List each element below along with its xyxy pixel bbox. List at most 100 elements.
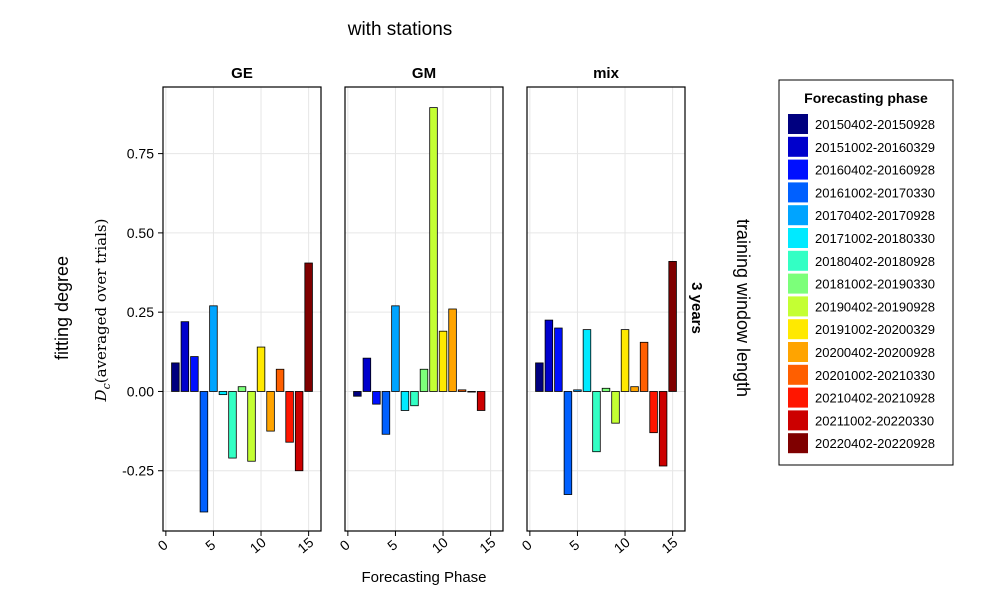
bar-mix-10 bbox=[620, 329, 630, 392]
bar-gm-11 bbox=[448, 308, 457, 392]
bar-gm-4 bbox=[381, 391, 391, 435]
x-tick-label: 0 bbox=[337, 536, 353, 553]
panel-gm: GM 0 5 10 15 bbox=[337, 65, 504, 556]
panel-frame bbox=[344, 86, 504, 532]
legend-entry-label: 20180402-20180928 bbox=[815, 254, 935, 269]
bar-ge-5 bbox=[209, 305, 218, 392]
legend: Forecasting phase 20150402-20150928 201510… bbox=[778, 79, 954, 466]
bar-ge-3 bbox=[190, 356, 199, 392]
legend-swatch bbox=[788, 136, 808, 157]
x-tick-label: 5 bbox=[566, 536, 582, 553]
bar-mix-3 bbox=[554, 327, 563, 392]
panel-title: mix bbox=[593, 65, 620, 82]
legend-entry-label: 20170402-20170928 bbox=[815, 208, 935, 223]
legend-entry-label: 20160402-20160928 bbox=[815, 163, 935, 178]
bar-ge-10 bbox=[256, 346, 266, 392]
legend-swatch bbox=[788, 250, 808, 271]
x-axis-label: Forecasting Phase bbox=[361, 569, 486, 586]
bar-mix-13 bbox=[649, 391, 658, 434]
legend-entry-label: 20171002-20180330 bbox=[815, 231, 935, 246]
bar-ge-9 bbox=[247, 391, 256, 462]
x-tick-label: 15 bbox=[658, 534, 680, 556]
bar-ge-15 bbox=[304, 262, 313, 392]
y-tick-label: 0.50 bbox=[127, 225, 154, 241]
y-axis-label-outer: fitting degree bbox=[52, 256, 72, 360]
bar-ge-14 bbox=[294, 391, 304, 472]
legend-entry-label: 20161002-20170330 bbox=[815, 185, 935, 200]
panel-frame bbox=[526, 86, 686, 532]
legend-swatch bbox=[788, 364, 808, 385]
bar-mix-14 bbox=[658, 391, 668, 467]
y-tick-label: 0.75 bbox=[127, 146, 154, 162]
y-axis-label-inner: Dc(averaged over trials) bbox=[92, 219, 113, 403]
legend-entry-label: 20210402-20210928 bbox=[815, 391, 935, 406]
legend-swatch bbox=[788, 205, 808, 226]
panel-title: GM bbox=[412, 65, 436, 82]
x-tick-label: 0 bbox=[155, 536, 171, 553]
legend-swatch bbox=[788, 433, 808, 454]
panels-layer: GE 0 5 10 15 GM 0 5 10 15 mix 0 5 10 15 bbox=[155, 65, 686, 556]
y-axis-label-inner-main: D bbox=[92, 389, 110, 402]
x-tick-label: 10 bbox=[247, 534, 269, 556]
bar-mix-6 bbox=[582, 329, 592, 392]
panel-mix: mix 0 5 10 15 bbox=[519, 65, 686, 556]
legend-entry-label: 20220402-20220928 bbox=[815, 436, 935, 451]
bar-ge-13 bbox=[285, 391, 294, 443]
bar-mix-4 bbox=[563, 391, 573, 495]
bar-gm-14 bbox=[476, 391, 486, 411]
legend-entry-label: 20191002-20200329 bbox=[815, 322, 935, 337]
bar-ge-1 bbox=[171, 362, 180, 392]
y-tick-label: 0.25 bbox=[127, 304, 154, 320]
x-tick-label: 10 bbox=[611, 534, 633, 556]
x-tick-label: 0 bbox=[519, 536, 535, 553]
panel-frame bbox=[162, 86, 322, 532]
legend-entry-label: 20151002-20160329 bbox=[815, 140, 935, 155]
bar-mix-11 bbox=[630, 386, 639, 392]
legend-title: Forecasting phase bbox=[804, 90, 928, 106]
bar-gm-12 bbox=[457, 389, 467, 392]
bar-ge-8 bbox=[237, 386, 247, 392]
bar-mix-7 bbox=[592, 391, 601, 453]
bar-ge-11 bbox=[266, 391, 275, 432]
panel-title: GE bbox=[231, 65, 253, 82]
y-axis-label-inner-rest: (averaged over trials) bbox=[92, 219, 110, 384]
x-tick-label: 5 bbox=[202, 536, 218, 553]
y-tick-label: 0.00 bbox=[127, 383, 154, 399]
bar-gm-9 bbox=[429, 107, 438, 392]
legend-swatch bbox=[788, 387, 808, 408]
x-tick-label: 10 bbox=[429, 534, 451, 556]
x-tick-label: 5 bbox=[384, 536, 400, 553]
bar-gm-2 bbox=[362, 357, 372, 392]
bar-ge-4 bbox=[199, 391, 209, 513]
bar-gm-5 bbox=[391, 305, 400, 392]
bar-ge-12 bbox=[275, 368, 285, 392]
y-tick-label: -0.25 bbox=[122, 463, 154, 479]
legend-entry-label: 20190402-20190928 bbox=[815, 299, 935, 314]
legend-swatch bbox=[788, 296, 808, 317]
legend-swatch bbox=[788, 182, 808, 203]
legend-swatch bbox=[788, 114, 808, 134]
bar-gm-1 bbox=[353, 391, 362, 397]
row-axis-label: training window length bbox=[733, 219, 753, 397]
bar-mix-5 bbox=[573, 389, 582, 392]
chart-title: with stations bbox=[347, 19, 453, 40]
legend-entry-label: 20211002-20220330 bbox=[815, 413, 934, 428]
legend-entry-label: 20181002-20190330 bbox=[815, 277, 935, 292]
legend-swatch bbox=[788, 410, 808, 431]
legend-swatch bbox=[788, 342, 808, 362]
bar-gm-7 bbox=[410, 391, 419, 407]
bar-gm-8 bbox=[419, 368, 429, 392]
legend-entry-label: 20201002-20210330 bbox=[815, 368, 935, 383]
bar-mix-1 bbox=[535, 362, 544, 392]
legend-entry-label: 20150402-20150928 bbox=[815, 117, 935, 132]
x-tick-label: 15 bbox=[476, 534, 498, 556]
x-tick-label: 15 bbox=[294, 534, 316, 556]
y-axis-label-inner-sub: c bbox=[100, 383, 113, 389]
legend-swatch bbox=[788, 273, 808, 294]
legend-swatch bbox=[788, 159, 808, 180]
row-facet-label: 3 years bbox=[688, 282, 705, 334]
panel-ge: GE 0 5 10 15 bbox=[155, 65, 322, 556]
legend-swatch bbox=[788, 228, 808, 248]
bar-mix-15 bbox=[668, 261, 677, 392]
